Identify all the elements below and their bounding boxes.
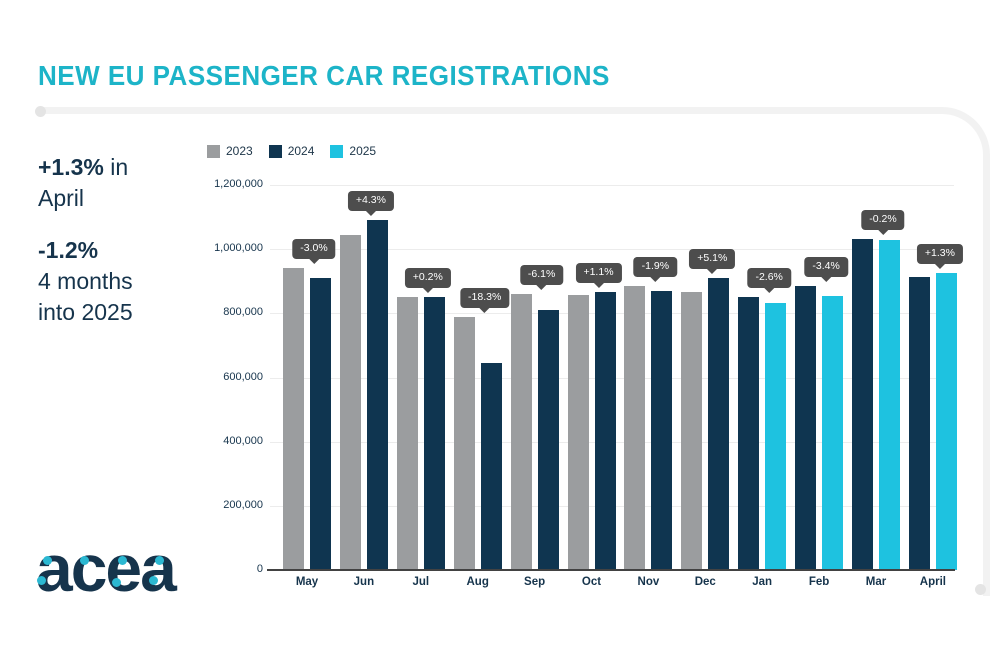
highlight-ytd-text: 4 months into 2025: [38, 268, 133, 325]
bar-nov-2024: [651, 290, 673, 570]
bar-sep-2024: [537, 310, 559, 570]
bar-mar-2024: [852, 238, 873, 570]
change-label-may: -3.0%: [292, 239, 336, 265]
bar-sep-2023: [510, 293, 532, 570]
chart-legend: 2023 2024 2025: [207, 144, 376, 158]
x-tick-label: Aug: [466, 576, 489, 588]
acea-logo: acea: [36, 528, 206, 614]
bar-oct-2024: [594, 292, 616, 570]
legend-item-2025: 2025: [330, 144, 376, 158]
x-tick-label: April: [919, 576, 946, 588]
bar-april-2024: [908, 276, 930, 570]
bar-jun-2023: [339, 234, 361, 570]
legend-item-2024: 2024: [268, 144, 315, 158]
x-axis-line: [267, 569, 955, 571]
highlight-april-value: +1.3%: [38, 154, 104, 180]
x-tick-label: Jun: [353, 576, 375, 588]
legend-swatch: [330, 144, 344, 158]
highlight-april: +1.3% in April: [38, 152, 168, 214]
highlight-ytd-value: -1.2%: [38, 237, 99, 263]
highlight-april-text: in April: [38, 154, 129, 211]
logo-dot: [118, 556, 127, 565]
y-tick-label: 400,000: [223, 434, 263, 447]
bar-mar-2025: [879, 239, 900, 570]
bar-april-2025: [935, 273, 957, 570]
change-label-jul: +0.2%: [404, 267, 451, 293]
bar-jan-2025: [765, 303, 787, 570]
change-label-aug: -18.3%: [460, 288, 510, 314]
gridline: [270, 185, 954, 186]
acea-logo-text: acea: [36, 531, 177, 605]
y-tick-label: 1,200,000: [214, 178, 263, 190]
legend-swatch: [268, 144, 282, 158]
bar-may-2023: [283, 268, 304, 570]
frame-dot-left: [35, 106, 46, 117]
x-tick-label: Nov: [637, 576, 660, 588]
bar-may-2024: [310, 277, 331, 570]
x-tick-label: Oct: [581, 576, 602, 588]
x-tick-label: Jan: [752, 576, 773, 588]
bar-jul-2024: [423, 296, 445, 570]
change-label-april: +1.3%: [916, 244, 963, 270]
y-tick-label: 800,000: [223, 306, 263, 319]
logo-dot: [149, 576, 158, 585]
logo-dot: [43, 556, 52, 565]
change-label-mar: -0.2%: [861, 209, 905, 235]
x-tick-label: May: [295, 576, 319, 588]
bar-feb-2025: [822, 296, 844, 570]
y-tick-label: 200,000: [223, 498, 263, 511]
change-label-oct: +1.1%: [575, 263, 622, 289]
logo-dot: [155, 556, 164, 565]
bar-jan-2024: [738, 296, 760, 570]
x-tick-label: Feb: [808, 576, 830, 588]
bar-jul-2023: [396, 297, 418, 570]
legend-item-2023: 2023: [207, 144, 253, 158]
x-tick-label: Dec: [694, 576, 716, 588]
bar-aug-2024: [480, 363, 502, 570]
legend-swatch: [207, 144, 220, 158]
change-label-feb: -3.4%: [804, 257, 848, 283]
bar-feb-2024: [795, 286, 817, 570]
logo-dot: [80, 556, 89, 565]
logo-dot: [37, 576, 46, 585]
logo-dot: [112, 578, 121, 587]
gridline: [270, 249, 954, 251]
page-title: NEW EU PASSENGER CAR REGISTRATIONS: [38, 60, 610, 91]
bar-aug-2023: [453, 317, 475, 570]
change-label-sep: -6.1%: [519, 264, 564, 290]
x-tick-label: Sep: [524, 576, 546, 588]
plot-area: -3.0% +4.3% +0.2% -18.3% -6.1% +1.1% -1.9% +5.1…: [270, 185, 963, 570]
bar-jun-2024: [366, 220, 388, 570]
x-tick-label: Mar: [865, 576, 887, 588]
highlight-ytd: -1.2% 4 months into 2025: [38, 235, 168, 328]
bar-oct-2023: [567, 295, 589, 570]
x-tick-label: Jul: [412, 576, 430, 588]
y-tick-label: 600,000: [223, 370, 263, 383]
legend-label: 2023: [226, 144, 253, 158]
change-label-jan: -2.6%: [747, 267, 791, 293]
legend-label: 2024: [287, 144, 315, 158]
y-tick-label: 1,000,000: [214, 242, 263, 255]
legend-label: 2025: [349, 144, 377, 158]
y-tick-label: 0: [256, 563, 263, 575]
bar-dec-2024: [708, 277, 730, 570]
change-label-dec: +5.1%: [689, 248, 736, 274]
bar-dec-2023: [681, 291, 703, 570]
change-label-nov: -1.9%: [633, 256, 678, 282]
bar-nov-2023: [624, 285, 646, 570]
frame-dot-right: [975, 584, 986, 595]
change-label-jun: +4.3%: [347, 191, 394, 217]
